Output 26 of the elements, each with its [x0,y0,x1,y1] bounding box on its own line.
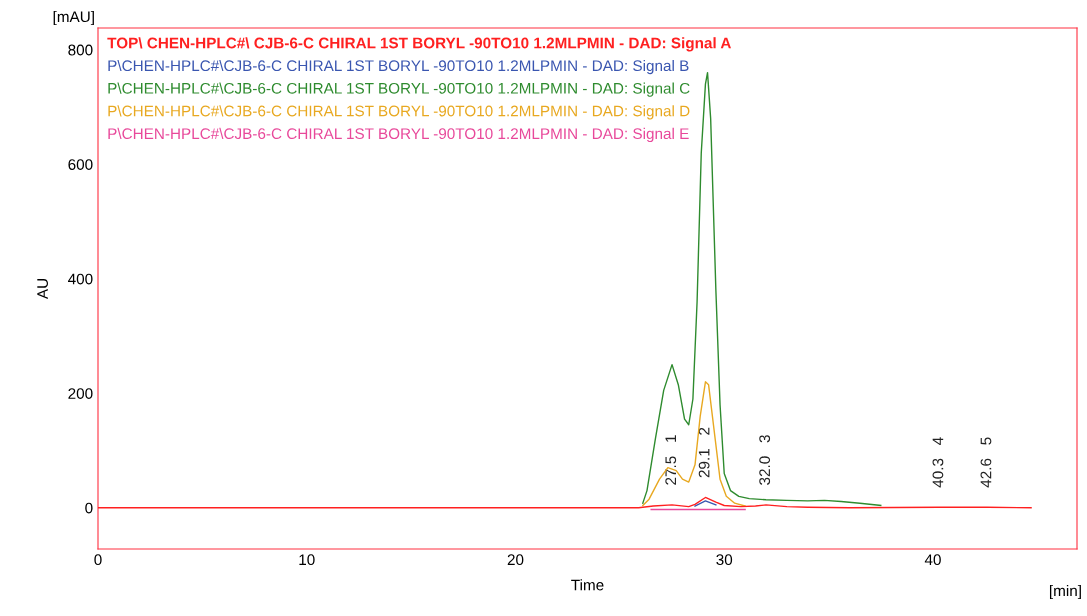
annotation: 40.3 4 [932,437,944,488]
text: P\CHEN-HPLC#\CJB-6-C CHIRAL 1ST BORYL -90TO10 1.2MLPMIN - DAD: Signal B [108,59,689,75]
y-tick-label: 400 [68,273,93,285]
text: TOP\ CHEN-HPLC#\ CJB-6-C CHIRAL 1ST BORYL -90TO10 1.2MLPMIN - DAD: Signal A [107,37,731,52]
text: P\CHEN-HPLC#\CJB-6-C CHIRAL 1ST BORYL -90TO10 1.2MLPMIN - DAD: Signal D [108,105,690,120]
y-tick-label: 800 [68,44,93,56]
x-tick-label: 20 [507,554,524,566]
y-axis-title: AU [37,279,48,300]
y-tick-label: 0 [85,502,93,514]
line-series [98,496,1032,509]
text: [mAU] [53,10,94,26]
x-tick-label: 10 [299,554,315,566]
text: [min] [1049,584,1081,600]
text: P\CHEN-HPLC#\CJB-6-C CHIRAL 1ST BORYL -90TO10 1.2MLPMIN - DAD: Signal E [108,127,689,143]
annotation: 32.0 3 [759,435,771,485]
line-series [642,381,746,507]
annotation: 42.6 5 [980,437,992,488]
annotation: 27.5 1 [665,435,677,485]
x-tick-label: 0 [94,554,102,566]
series-label: P\CHEN-HPLC#\CJB-6-C CHIRAL 1ST BORYL -90TO10 1.2MLPMIN - DAD: Signal C [108,82,690,97]
y-tick-label: 200 [68,388,93,399]
x-tick-label: 30 [716,554,733,566]
y-tick-label: 600 [68,159,93,170]
x-axis-title: Time [571,579,604,591]
x-tick-label: 40 [924,554,941,566]
annotation: 29.1 2 [698,427,710,478]
